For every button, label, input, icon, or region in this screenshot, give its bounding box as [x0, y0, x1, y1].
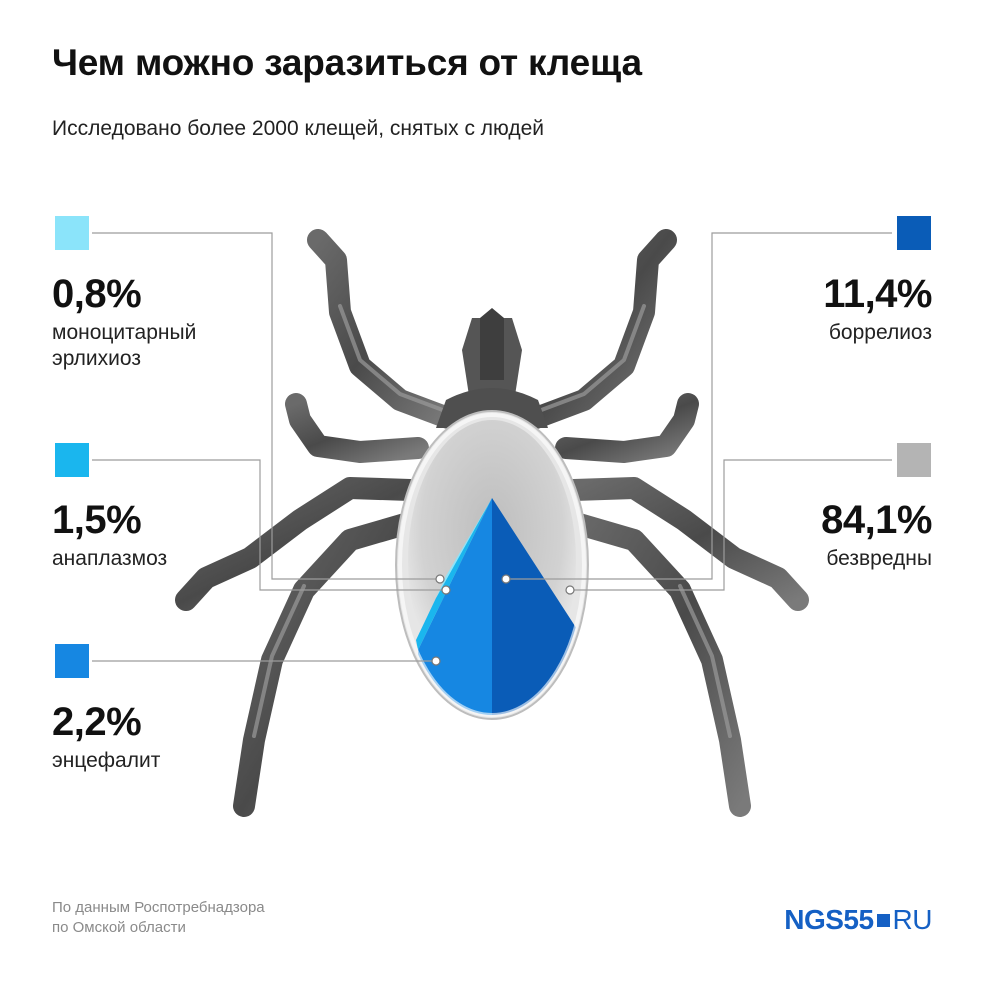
leg-third-right	[563, 477, 809, 611]
leg-front-left	[307, 229, 459, 429]
category-label-line: боррелиоз	[828, 321, 932, 344]
label-harmless: 84,1% безвредны	[821, 500, 932, 572]
slice-anaplasmosis	[416, 498, 492, 650]
source-note: По данным Роспотребнадзора по Омской обл…	[52, 899, 265, 936]
legend-swatch-anaplasmosis	[55, 443, 89, 477]
category-label-line: моноцитарный	[52, 321, 197, 344]
logo-square-icon	[876, 913, 890, 927]
category-label-line: безвредны	[826, 547, 932, 570]
brand-logo[interactable]: NGS55 RU	[784, 904, 932, 936]
legend-swatch-borreliosis	[897, 216, 931, 250]
data-label-value: 1,5%	[52, 498, 142, 542]
label-anaplasmosis: 1,5% анаплазмоз	[52, 500, 167, 572]
data-label-value: 0,8%	[52, 272, 142, 316]
category-label-line: эрлихиоз	[52, 347, 141, 370]
leader-dots	[431, 574, 575, 666]
data-label-value: 2,2%	[52, 700, 142, 744]
slice-ehrlichiosis	[436, 498, 492, 598]
leg-third-left	[175, 477, 421, 611]
label-borreliosis: 11,4% боррелиоз	[823, 274, 932, 346]
leader-anaplasmosis	[92, 459, 446, 591]
category-label-line: энцефалит	[52, 749, 161, 772]
logo-suffix-text: RU	[892, 904, 933, 935]
leg-second-left	[285, 393, 429, 463]
label-ehrlichiosis: 0,8% моноцитарный эрлихиоз	[52, 274, 196, 372]
legend-swatch-encephalitis	[55, 644, 89, 678]
category-label-line: анаплазмоз	[52, 547, 168, 570]
page-title: Чем можно заразиться от клеща	[52, 42, 642, 83]
slice-encephalitis	[418, 498, 492, 715]
label-encephalitis: 2,2% энцефалит	[52, 702, 160, 774]
leader-harmless	[570, 459, 892, 591]
page-subtitle: Исследовано более 2000 клещей, снятых с …	[52, 117, 544, 140]
legend-swatch-harmless	[897, 443, 931, 477]
leader-ehrlichiosis	[92, 232, 440, 580]
leader-lines	[92, 232, 892, 662]
leg-second-right	[555, 393, 699, 463]
leader-borreliosis	[506, 232, 892, 580]
leg-front-right	[525, 229, 677, 429]
data-label-value: 11,4%	[823, 272, 932, 316]
legend-swatch-ehrlichiosis	[55, 216, 89, 250]
data-label-value: 84,1%	[821, 498, 932, 542]
logo-main-text: NGS55	[784, 904, 874, 935]
